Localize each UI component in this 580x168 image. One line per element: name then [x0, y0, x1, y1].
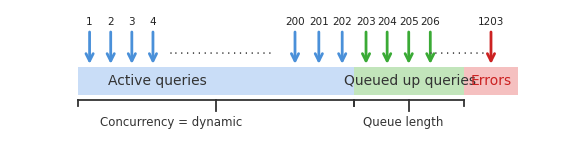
Text: 2: 2 [107, 17, 114, 27]
FancyBboxPatch shape [78, 67, 354, 95]
Text: 3: 3 [129, 17, 135, 27]
Text: 202: 202 [332, 17, 352, 27]
Text: Queue length: Queue length [362, 116, 443, 129]
Text: 1203: 1203 [478, 17, 504, 27]
Text: 205: 205 [399, 17, 419, 27]
Text: 203: 203 [356, 17, 376, 27]
Text: 1: 1 [86, 17, 93, 27]
Text: 200: 200 [285, 17, 305, 27]
Text: Queued up queries: Queued up queries [343, 74, 476, 88]
Text: Active queries: Active queries [108, 74, 207, 88]
Text: 201: 201 [309, 17, 329, 27]
Text: ..................: .................. [168, 46, 274, 56]
Text: 206: 206 [420, 17, 440, 27]
Text: ..........: .......... [427, 46, 486, 56]
Text: Concurrency = dynamic: Concurrency = dynamic [100, 116, 242, 129]
Text: 4: 4 [150, 17, 156, 27]
FancyBboxPatch shape [465, 67, 517, 95]
Text: 204: 204 [377, 17, 397, 27]
FancyBboxPatch shape [354, 67, 465, 95]
Text: Errors: Errors [470, 74, 512, 88]
